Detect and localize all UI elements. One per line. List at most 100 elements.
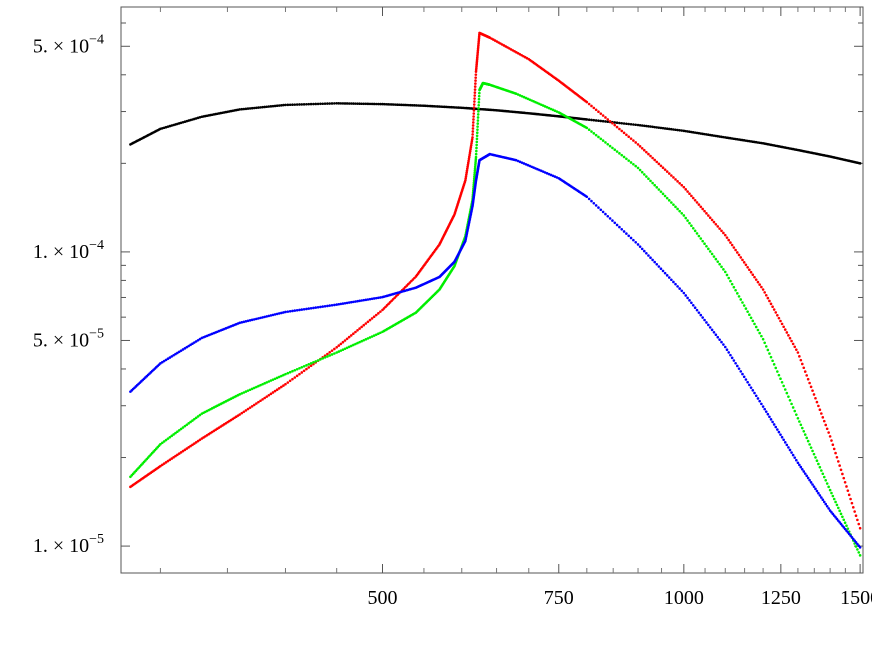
data-point — [725, 348, 729, 352]
data-point — [831, 494, 835, 498]
data-point — [680, 212, 684, 215]
data-point — [265, 381, 269, 384]
data-point — [475, 140, 479, 144]
data-point — [714, 222, 718, 226]
data-point — [409, 103, 413, 107]
data-point — [185, 345, 189, 349]
data-point — [847, 493, 851, 497]
data-point — [737, 253, 741, 257]
y-tick-label: 5. × 10−5 — [33, 326, 104, 351]
data-point — [791, 342, 795, 346]
data-point — [730, 356, 734, 360]
data-point — [632, 139, 635, 142]
data-point — [739, 298, 743, 301]
y-tick-labels: 1. × 10−5 5. × 10−5 1. × 10−4 5. × 10−4 — [33, 32, 104, 557]
data-point — [282, 384, 285, 387]
data-point — [821, 498, 825, 502]
data-point — [754, 278, 758, 281]
data-point — [749, 270, 753, 274]
data-point — [161, 360, 164, 364]
data-point — [181, 449, 185, 453]
data-point — [653, 183, 656, 187]
data-point — [467, 157, 471, 161]
data-point — [379, 102, 382, 106]
data-point — [730, 282, 734, 286]
data-point — [288, 309, 292, 313]
data-point — [328, 102, 332, 105]
data-point — [716, 260, 720, 263]
data-point — [267, 393, 271, 397]
data-point — [592, 118, 596, 122]
data-point — [806, 377, 810, 381]
data-point — [314, 306, 318, 309]
data-point — [638, 123, 642, 127]
data-point — [732, 246, 736, 249]
data-point — [725, 273, 729, 277]
data-point — [714, 257, 718, 261]
data-point — [659, 164, 663, 168]
data-point — [398, 103, 401, 107]
data-point — [642, 124, 646, 128]
data-point — [255, 106, 258, 110]
data-point — [688, 192, 691, 195]
data-point — [640, 146, 644, 150]
y-tick-label: 1. × 10−4 — [33, 238, 104, 263]
data-point — [345, 337, 349, 341]
data-point — [716, 335, 720, 339]
data-point — [374, 313, 378, 317]
data-point — [383, 102, 386, 106]
data-point — [768, 352, 771, 355]
data-point — [159, 362, 162, 365]
x-tick-label: 1250 — [761, 587, 801, 609]
data-point — [640, 170, 644, 174]
tick-marks — [121, 7, 863, 573]
data-point — [349, 344, 353, 348]
data-point — [280, 385, 283, 389]
data-point — [267, 105, 271, 108]
data-point — [599, 112, 603, 115]
data-point — [768, 415, 771, 419]
data-point — [250, 404, 254, 408]
data-point — [592, 132, 596, 135]
data-point — [316, 359, 320, 362]
data-point — [518, 160, 522, 164]
data-point — [295, 374, 299, 378]
data-point — [822, 419, 826, 423]
x-tick-label: 750 — [544, 587, 574, 609]
data-point — [814, 456, 817, 459]
data-point — [787, 395, 790, 398]
data-point — [467, 155, 471, 159]
data-point — [534, 167, 537, 170]
data-point — [319, 358, 322, 361]
data-point — [368, 336, 372, 339]
data-point — [176, 430, 179, 433]
data-point — [732, 285, 736, 289]
data-point — [835, 455, 839, 459]
data-point — [686, 296, 689, 300]
data-point — [309, 102, 313, 106]
data-point — [710, 218, 714, 222]
data-point — [381, 102, 384, 106]
data-point — [785, 443, 789, 447]
data-point — [530, 165, 533, 169]
data-point — [758, 399, 761, 403]
data-point — [659, 190, 663, 193]
data-point — [196, 338, 200, 342]
data-point — [345, 301, 349, 305]
data-point — [718, 262, 721, 266]
data-point — [751, 273, 755, 276]
data-point — [592, 201, 596, 205]
data-point — [753, 275, 756, 279]
data-point — [388, 103, 392, 106]
data-point — [732, 359, 736, 362]
data-point — [263, 382, 266, 385]
data-point — [787, 334, 790, 337]
data-point — [604, 120, 607, 123]
data-point — [187, 344, 190, 348]
data-point — [780, 322, 784, 326]
data-point — [298, 103, 301, 106]
data-point — [164, 438, 168, 442]
data-point — [846, 489, 850, 492]
data-point — [370, 297, 374, 301]
data-point — [676, 285, 679, 288]
